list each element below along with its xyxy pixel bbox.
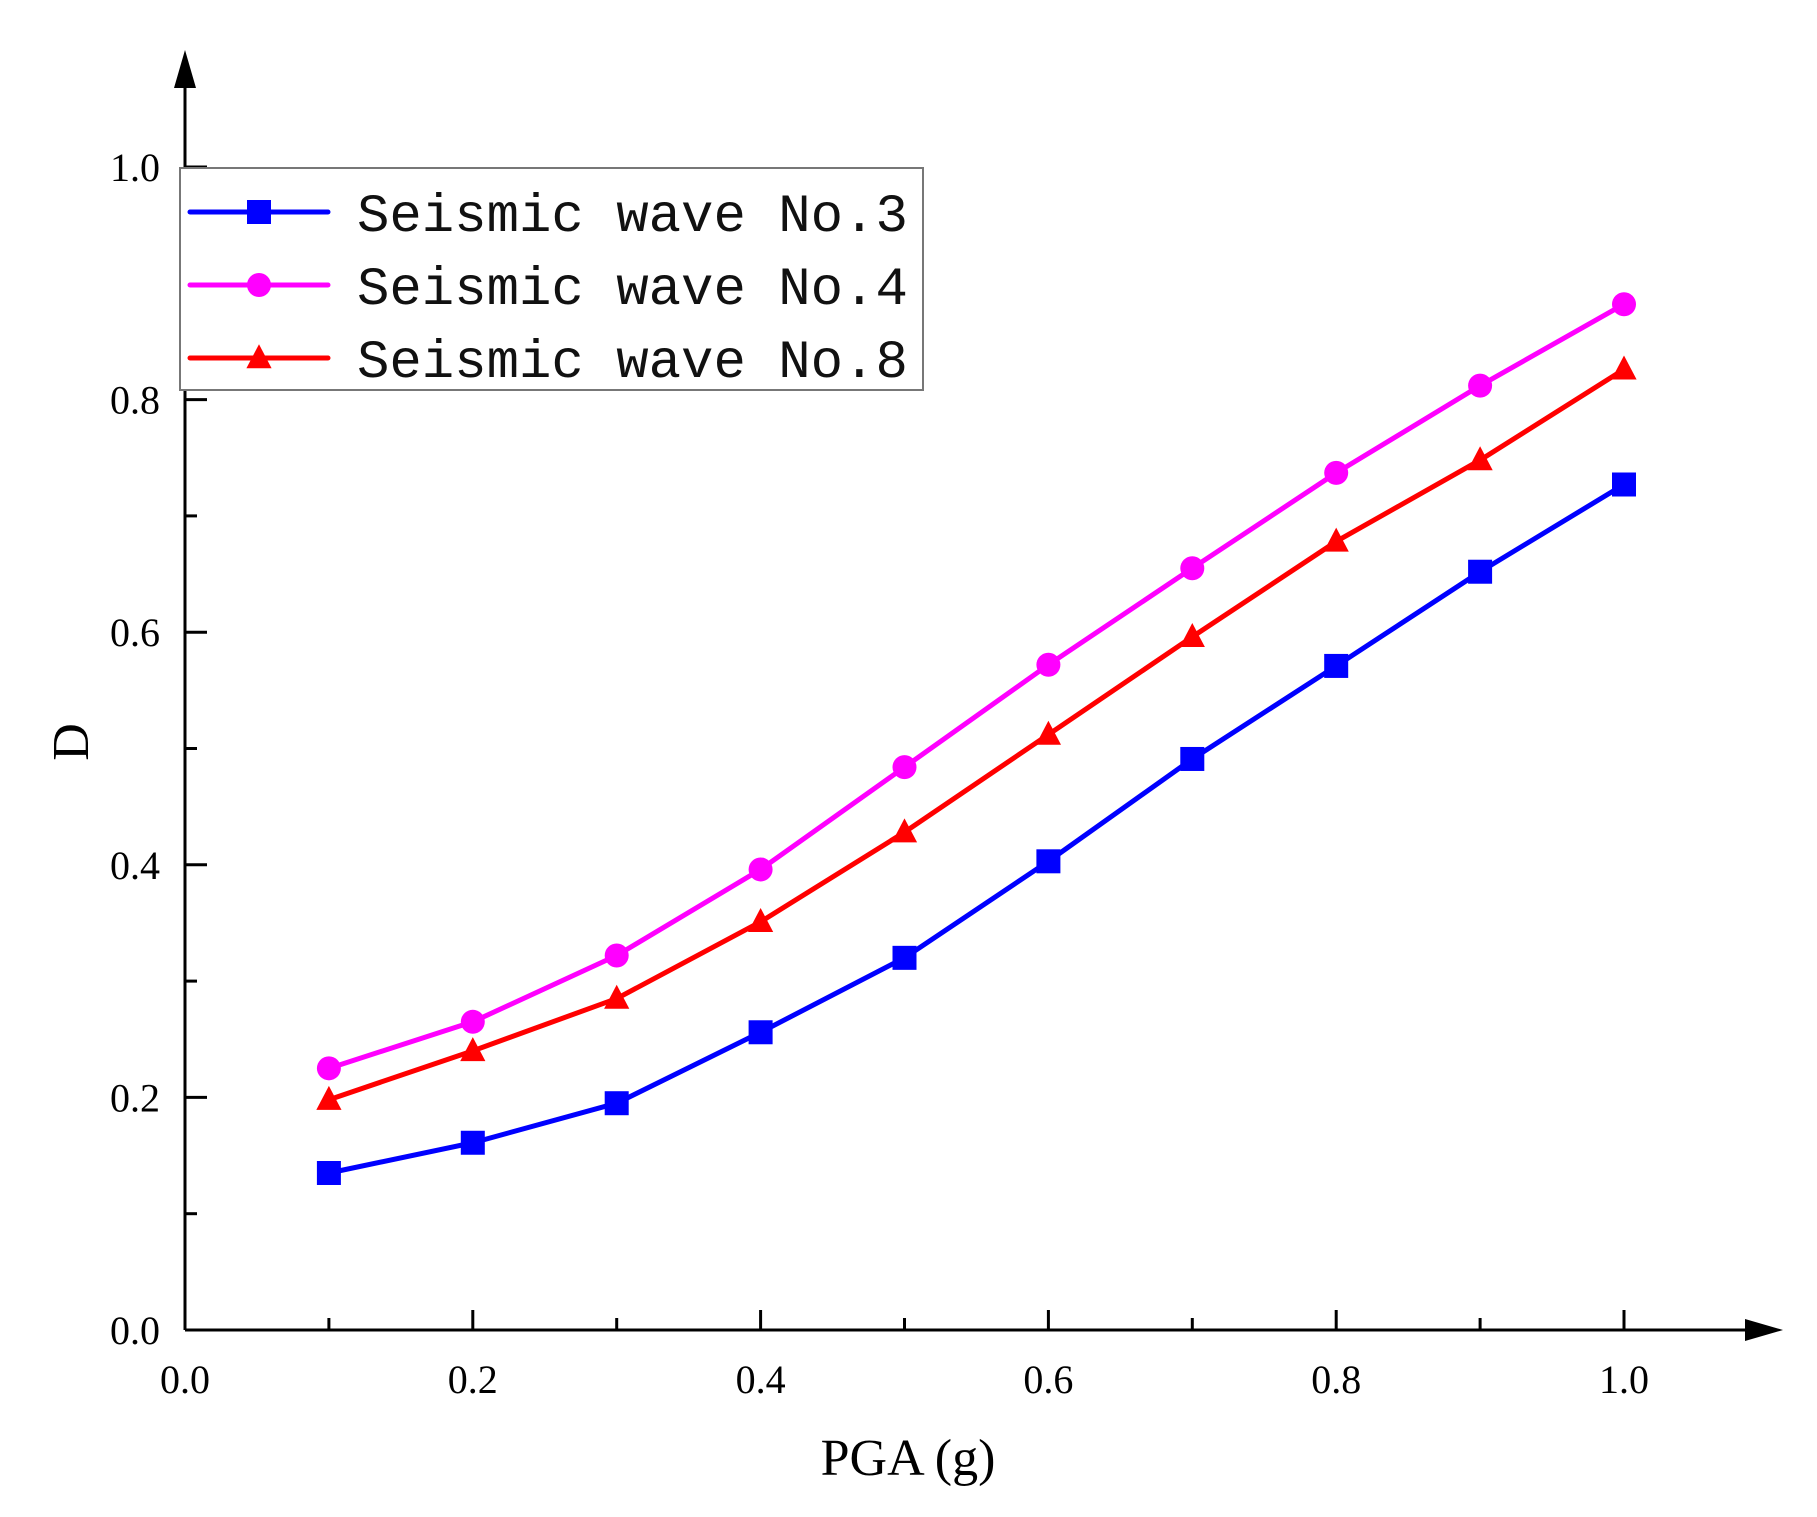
series-group <box>316 292 1637 1185</box>
series-0-point-1 <box>460 1130 485 1155</box>
legend-marker-2 <box>246 344 272 369</box>
x-axis-title: PGA (g) <box>821 1430 996 1487</box>
x-tick-label: 1.0 <box>1599 1357 1649 1402</box>
x-tick-label: 0.6 <box>1023 1357 1073 1402</box>
series-1-point-8 <box>1468 373 1493 398</box>
x-tick-label: 0.0 <box>160 1357 210 1402</box>
series-1-point-9 <box>1612 292 1636 317</box>
axes-group: 0.0 0.2 0.4 0.6 0.8 1.0 0.0 0.2 0.4 0.6 0.8 1.0 <box>110 50 1783 1402</box>
series-0-point-8 <box>1468 559 1493 584</box>
series-0-point-7 <box>1324 653 1349 678</box>
legend-marker-1 <box>247 273 271 297</box>
series-0-point-5 <box>1036 849 1061 874</box>
series-2-point-4 <box>891 818 918 843</box>
series-1-point-2 <box>604 943 629 968</box>
x-axis-arrow <box>1745 1319 1783 1341</box>
series-2-point-0 <box>316 1085 342 1110</box>
series-2-point-8 <box>1467 446 1493 471</box>
x-tick-label: 0.2 <box>448 1357 498 1402</box>
series-0-point-3 <box>748 1020 773 1045</box>
series-2-point-9 <box>1611 355 1637 380</box>
y-tick-label: 0.4 <box>110 843 160 888</box>
y-tick-label: 0.2 <box>110 1075 160 1120</box>
series-1-point-5 <box>1036 652 1061 677</box>
y-axis-title: D <box>43 723 100 761</box>
series-1-point-4 <box>892 755 917 780</box>
series-1-point-7 <box>1324 460 1349 485</box>
series-1-point-3 <box>748 857 773 882</box>
series-2-point-6 <box>1179 623 1205 648</box>
y-tick-label: 0.6 <box>110 610 160 655</box>
y-tick-label: 0.8 <box>110 378 160 423</box>
series-0-point-4 <box>892 945 917 970</box>
x-tick-label: 0.8 <box>1311 1357 1361 1402</box>
y-tick-label: 1.0 <box>110 145 160 190</box>
legend: Seismic wave No.3 Seismic wave No.4 Seismi… <box>179 167 924 394</box>
x-tick-label: 0.4 <box>736 1357 786 1402</box>
y-axis-arrow <box>174 50 196 88</box>
legend-label-0: Seismic wave No.3 <box>357 187 908 248</box>
series-1-point-0 <box>316 1056 341 1081</box>
series-2-point-2 <box>604 984 630 1009</box>
series-2-point-1 <box>460 1037 486 1062</box>
series-0-point-9 <box>1612 472 1636 497</box>
series-2-point-7 <box>1323 527 1349 552</box>
series-line-2 <box>326 366 1627 1103</box>
series-2-point-3 <box>748 907 774 932</box>
legend-label-2: Seismic wave No.8 <box>357 333 908 394</box>
series-0-point-6 <box>1180 746 1205 771</box>
series-0-point-2 <box>604 1091 629 1116</box>
legend-marker-0 <box>247 200 271 224</box>
y-tick-label: 0.0 <box>110 1308 160 1353</box>
series-line-0 <box>326 481 1627 1176</box>
series-2-point-5 <box>1035 720 1061 745</box>
legend-items: Seismic wave No.3 Seismic wave No.4 Seismi… <box>187 187 908 394</box>
series-1-point-6 <box>1180 556 1205 581</box>
series-line-1 <box>326 301 1627 1071</box>
legend-box <box>179 167 924 391</box>
series-0-point-0 <box>316 1160 341 1185</box>
legend-label-1: Seismic wave No.4 <box>357 260 908 321</box>
series-1-point-1 <box>460 1009 485 1034</box>
